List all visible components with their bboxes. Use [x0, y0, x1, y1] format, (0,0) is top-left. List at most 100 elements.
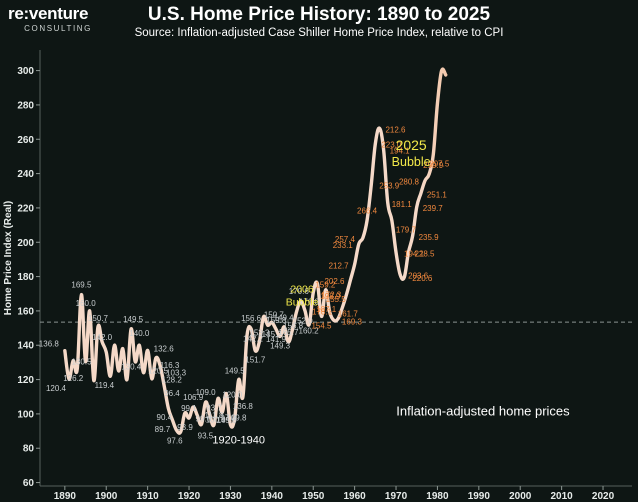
- y-tick-label: 140: [17, 341, 34, 352]
- data-label: 266.4: [357, 206, 378, 215]
- data-label: 140.0: [129, 329, 150, 338]
- data-label: 154.5: [311, 321, 332, 330]
- data-label: 120.4: [46, 384, 67, 393]
- data-label: 150.7: [264, 310, 285, 319]
- x-tick-label: 1990: [468, 491, 491, 502]
- logo-sub-text: CONSULTING: [24, 24, 92, 33]
- x-tick-label: 1950: [302, 491, 325, 502]
- data-label: 161.7: [338, 309, 359, 318]
- x-tick-label: 1890: [54, 491, 77, 502]
- data-label: 181.1: [392, 200, 413, 209]
- annotation-2006-bubble: Bubble: [286, 297, 319, 309]
- data-label: 159.8: [266, 316, 287, 325]
- annotation-trough-period: 1920-1940: [212, 435, 265, 447]
- data-label: 155.5: [326, 295, 347, 304]
- data-label: 130.4: [121, 363, 142, 372]
- data-label: 128.2: [162, 376, 183, 385]
- data-label: 126.2: [63, 374, 84, 383]
- y-tick-label: 100: [17, 409, 34, 420]
- data-label: 202.6: [324, 277, 345, 286]
- x-tick-label: 1980: [426, 491, 449, 502]
- annotation-series-name: Inflation-adjusted home prices: [396, 404, 570, 419]
- data-label: 119.4: [95, 381, 115, 390]
- annotation-2006-year: 2006: [290, 284, 314, 296]
- annotation-2025-bubble: Bubble: [392, 155, 431, 169]
- data-label: 99.6: [196, 414, 212, 423]
- data-label: 212.6: [385, 125, 406, 134]
- data-label: 142.0: [92, 333, 113, 342]
- data-label: 97.0: [220, 413, 236, 422]
- data-label: 149.4: [274, 314, 295, 323]
- data-label: 149.3: [270, 341, 291, 350]
- chart-subtitle: Source: Inflation-adjusted Case Shiller …: [134, 27, 504, 39]
- data-label: 97.6: [167, 437, 183, 446]
- data-label: 228.5: [414, 249, 435, 258]
- data-label: 251.1: [427, 190, 448, 199]
- data-label: 176.0: [299, 298, 320, 307]
- data-label: 142.2: [243, 335, 264, 344]
- data-label: 120.5: [148, 366, 169, 375]
- y-tick-label: 60: [23, 478, 35, 489]
- data-label: 253.9: [379, 181, 400, 190]
- data-label: 109.8: [226, 414, 247, 423]
- data-label: 120.0: [222, 391, 243, 400]
- data-label: 151.7: [245, 356, 266, 365]
- data-label: 100.9: [206, 416, 227, 425]
- x-tick-label: 1930: [219, 491, 242, 502]
- data-label: 99.1: [181, 404, 197, 413]
- x-tick-label: 1920: [178, 491, 201, 502]
- annotation-2025-year: 2025: [396, 137, 427, 153]
- data-label: 257.4: [335, 235, 356, 244]
- data-label: 152.0: [293, 316, 314, 325]
- x-tick-label: 1960: [344, 491, 367, 502]
- x-tick-label: 1900: [95, 491, 118, 502]
- data-label: 93.7: [206, 403, 222, 412]
- data-label: 299.9: [423, 161, 444, 170]
- x-tick-label: 1970: [385, 491, 408, 502]
- data-label: 90.4: [157, 413, 173, 422]
- y-tick-label: 200: [17, 238, 34, 249]
- data-label: 165.7: [278, 328, 299, 337]
- data-label: 149.5: [123, 315, 144, 324]
- data-label: 198.9: [320, 292, 341, 301]
- logo-brand-text: re:venture: [8, 4, 89, 23]
- data-label: 89.7: [155, 425, 171, 434]
- x-tick-label: 1940: [261, 491, 284, 502]
- x-tick-label: 2010: [550, 491, 573, 502]
- data-label: 220.6: [412, 274, 433, 283]
- home-price-series-line: [63, 67, 448, 435]
- y-axis-label: Home Price Index (Real): [3, 201, 14, 315]
- data-label: 132.6: [154, 344, 175, 353]
- data-label: 116.3: [160, 361, 180, 370]
- y-tick-label: 180: [17, 272, 34, 283]
- x-tick-label: 2000: [509, 491, 532, 502]
- data-label: 170.6: [289, 287, 310, 296]
- chart-title: U.S. Home Price History: 1890 to 2025: [147, 4, 491, 25]
- data-label: 169.3: [342, 317, 363, 326]
- data-label: 93.5: [198, 431, 214, 440]
- data-label: 223.0: [381, 141, 402, 150]
- data-label: 203.6: [408, 272, 429, 281]
- data-label: 235.9: [419, 233, 440, 242]
- y-tick-label: 280: [17, 100, 34, 111]
- y-tick-label: 240: [17, 169, 34, 180]
- data-label: 169.5: [71, 281, 92, 290]
- data-label: 159.2: [315, 280, 336, 289]
- data-label: 280.8: [399, 178, 420, 187]
- data-label: 233.1: [333, 241, 354, 250]
- data-label: 156.6: [241, 314, 262, 323]
- data-label: 141.9: [266, 335, 287, 344]
- data-label: 172.3: [321, 291, 342, 300]
- data-label: 145.2: [262, 330, 283, 339]
- data-label: 111.8: [204, 411, 223, 420]
- data-label: 109.0: [196, 388, 217, 397]
- y-tick-label: 120: [17, 375, 34, 386]
- data-label: 145.6: [217, 416, 238, 425]
- data-label: 96.4: [164, 389, 180, 398]
- y-tick-label: 300: [17, 66, 34, 77]
- data-label: 194.1: [390, 147, 411, 156]
- data-label: 179.7: [396, 226, 417, 235]
- y-tick-label: 80: [23, 444, 35, 455]
